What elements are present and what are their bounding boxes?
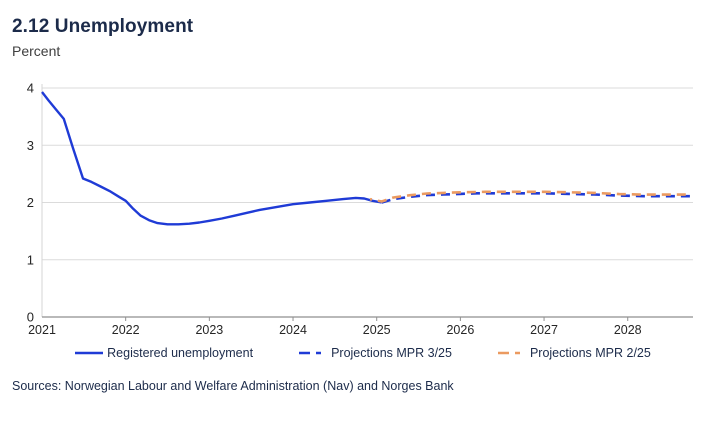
- svg-text:4: 4: [27, 81, 34, 96]
- chart-title: 2.12 Unemployment: [12, 16, 194, 37]
- svg-text:2025: 2025: [363, 323, 391, 335]
- svg-text:0: 0: [27, 310, 34, 325]
- svg-text:2024: 2024: [279, 323, 307, 335]
- legend-label: Projections MPR 2/25: [529, 346, 651, 360]
- chart-legend: Registered unemployment Projections MPR …: [12, 343, 712, 363]
- legend-item-projections-mpr-3-25: Projections MPR 3/25: [297, 346, 452, 360]
- legend-label: Registered unemployment: [107, 346, 254, 360]
- svg-text:2: 2: [27, 195, 34, 210]
- svg-text:2021: 2021: [28, 323, 56, 335]
- legend-item-projections-mpr-2-25: Projections MPR 2/25: [496, 346, 651, 360]
- chart-area: 0 1 2 3 4 2021 2022 2023 2024 2025 2026 2027 2028: [12, 69, 722, 335]
- svg-text:2026: 2026: [446, 323, 474, 335]
- dashed-line-swatch-icon: [299, 351, 328, 355]
- svg-text:2022: 2022: [112, 323, 140, 335]
- svg-text:2023: 2023: [195, 323, 223, 335]
- chart-units-label: Percent: [12, 43, 61, 59]
- svg-text:2027: 2027: [530, 323, 558, 335]
- unemployment-line-chart: 0 1 2 3 4 2021 2022 2023 2024 2025 2026 2027 2028: [27, 81, 693, 335]
- sources-note: Sources: Norwegian Labour and Welfare Ad…: [12, 379, 454, 393]
- dashed-line-swatch-icon: [497, 351, 526, 355]
- svg-text:3: 3: [27, 138, 34, 153]
- svg-text:2028: 2028: [614, 323, 642, 335]
- legend-item-registered-unemployment: Registered unemployment: [73, 346, 253, 360]
- solid-line-swatch-icon: [75, 351, 104, 355]
- legend-label: Projections MPR 3/25: [331, 346, 452, 360]
- svg-text:1: 1: [27, 252, 34, 267]
